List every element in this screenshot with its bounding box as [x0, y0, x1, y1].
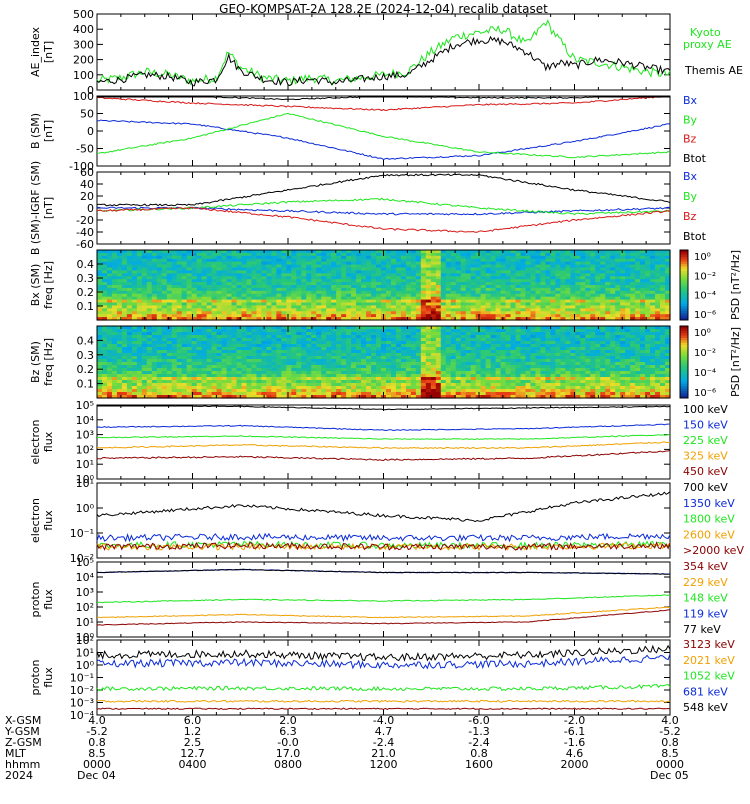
legend-entry: Bz	[683, 210, 697, 223]
legend-entry: By	[683, 190, 698, 203]
series-line-b_sm_igrf-3	[97, 174, 670, 206]
spectrogram-bx_spec	[97, 250, 671, 321]
legend-entry: proxy AE	[683, 38, 732, 51]
ae-panel-frame	[97, 14, 670, 90]
y-axis-label-unit: [nT]	[42, 41, 55, 63]
ae-y-tick-label: 200	[73, 54, 94, 67]
bx_spec-y-tick-label: 0.4	[77, 258, 95, 271]
y-axis-label: Bx (SM)	[29, 264, 42, 307]
series-line-b_sm_igrf-1	[97, 198, 670, 214]
b-sm-y-tick-label: 100	[73, 90, 94, 103]
b-igrf-y-label: B (SM)-IGRF (SM)[nT]	[29, 161, 55, 255]
series-line-b_sm_igrf-2	[97, 207, 670, 232]
colorbar-label: PSD [nT²/Hz]	[729, 250, 742, 320]
b-sm-panel-frame	[97, 96, 670, 166]
legend-entry: Bz	[683, 133, 697, 146]
series-line-b_sm-1	[97, 113, 670, 157]
y-axis-label-unit: [nT]	[42, 197, 55, 219]
colorbar-tick-label: 10⁻⁶	[694, 310, 716, 321]
ae-y-tick-label: 100	[73, 69, 94, 82]
y-axis-label-unit: freq [Hz]	[42, 261, 55, 309]
legend-entry: Btot	[683, 230, 707, 243]
spectrogram-bz_spec	[97, 326, 671, 399]
series-line-ae-1	[97, 37, 670, 86]
b-sm-y-label: B (SM)[nT]	[29, 113, 55, 149]
b-sm-y-tick-label: -50	[76, 143, 94, 156]
legend-entry: By	[683, 113, 698, 126]
y-axis-label: B (SM)	[29, 113, 42, 149]
bx_spec-y-label: Bx (SM)freq [Hz]	[29, 261, 55, 309]
ae-y-tick-label: 300	[73, 38, 94, 51]
ae-y-tick-label: 500	[73, 8, 94, 21]
b-igrf-y-tick-label: -60	[76, 238, 94, 251]
ae-y-label: AE_index[nT]	[29, 26, 55, 77]
legend-entry: Bx	[683, 170, 698, 183]
b-sm-y-tick-label: 0	[87, 125, 94, 138]
b-igrf-panel-frame	[97, 172, 670, 244]
y-axis-label-unit: [nT]	[42, 120, 55, 142]
colorbar-tick-label: 10⁻²	[694, 271, 716, 282]
bx_spec-y-tick-label: 0.1	[77, 300, 95, 313]
legend-entry: Btot	[683, 152, 707, 165]
bx_spec-y-tick-label: 0.3	[77, 272, 95, 285]
colorbar-tick-label: 10⁻⁴	[694, 291, 716, 302]
y-axis-label: B (SM)-IGRF (SM)	[29, 161, 42, 255]
colorbar-tick-label: 10⁰	[694, 252, 711, 263]
legend-entry: Themis AE	[684, 64, 743, 77]
legend-entry: Bx	[683, 94, 698, 107]
y-axis-label: AE_index	[29, 26, 42, 77]
ae-y-tick-label: 400	[73, 23, 94, 36]
b-sm-y-tick-label: 50	[80, 108, 94, 121]
colorbar-label-text: PSD [nT²/Hz]	[729, 250, 742, 320]
bx_spec-y-tick-label: 0.2	[77, 286, 95, 299]
